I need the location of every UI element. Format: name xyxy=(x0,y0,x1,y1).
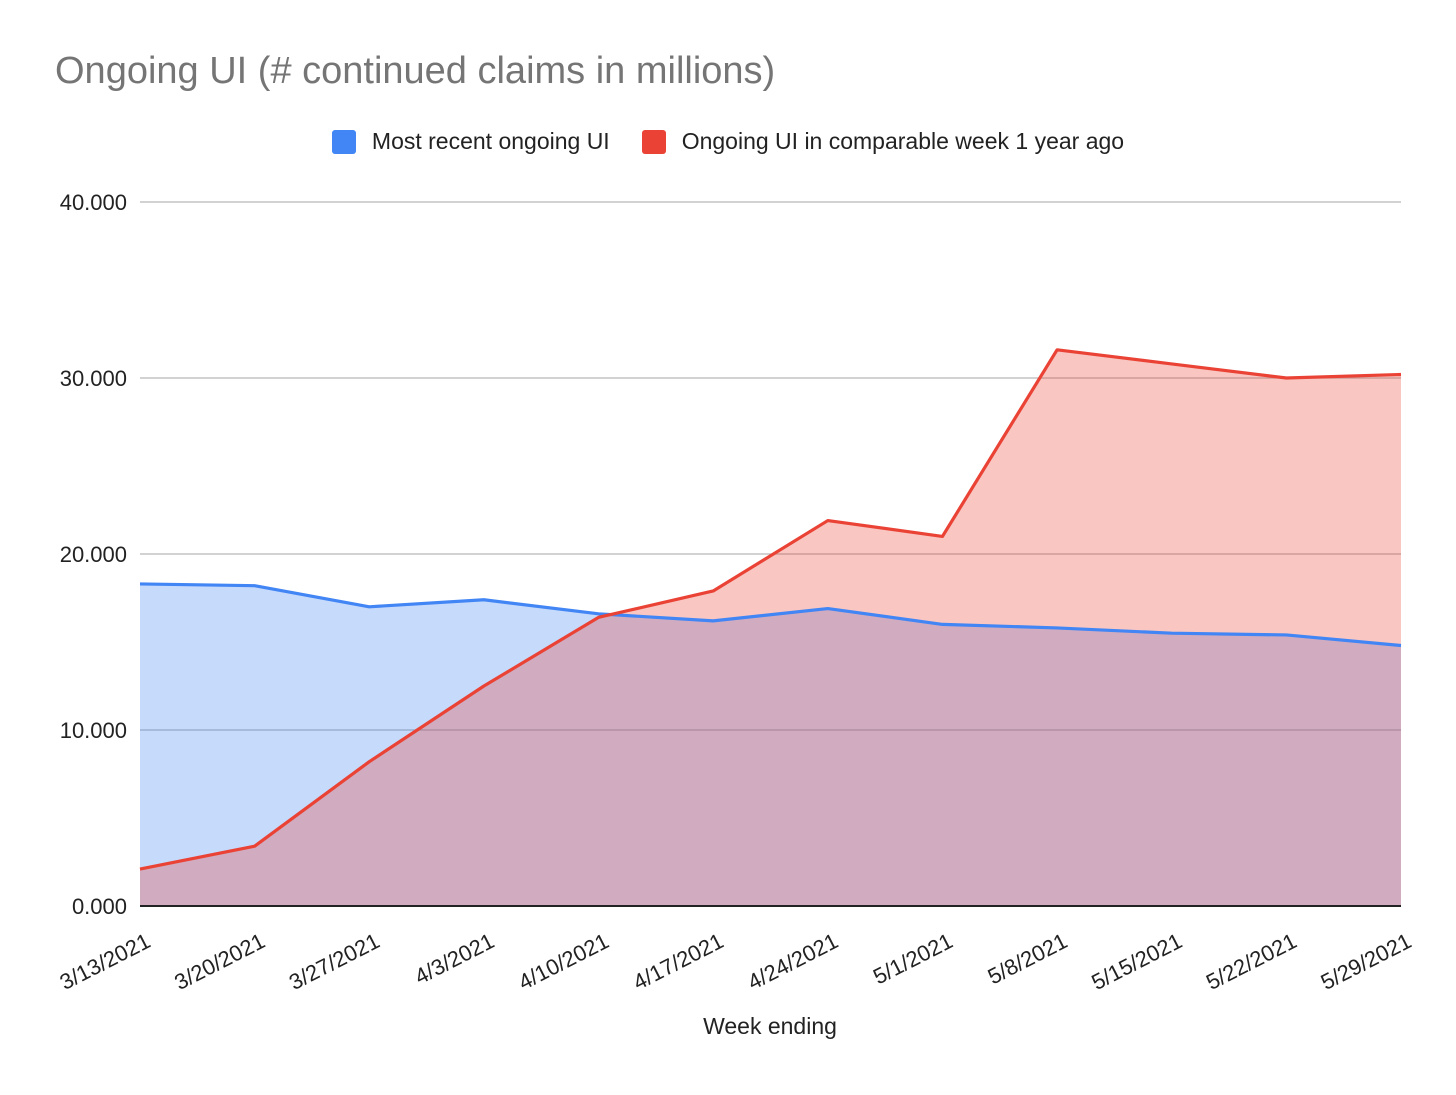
legend: Most recent ongoing UI Ongoing UI in com… xyxy=(0,128,1456,155)
legend-item-recent: Most recent ongoing UI xyxy=(331,128,610,155)
legend-label-year-ago: Ongoing UI in comparable week 1 year ago xyxy=(681,128,1125,154)
x-tick-label: 5/22/2021 xyxy=(1202,928,1301,995)
area-fill-0 xyxy=(140,583,1401,906)
series-line-1 xyxy=(139,348,1402,871)
x-tick-label: 5/8/2021 xyxy=(984,928,1072,989)
x-tick-label: 5/15/2021 xyxy=(1087,928,1186,995)
y-tick-label: 0.000 xyxy=(72,894,127,919)
x-tick-label: 3/27/2021 xyxy=(285,928,384,995)
legend-swatch-year-ago xyxy=(641,129,666,154)
y-tick-label: 40.000 xyxy=(60,190,127,215)
x-tick-label: 4/3/2021 xyxy=(411,928,499,989)
x-tick-label: 3/13/2021 xyxy=(56,928,155,995)
legend-item-year-ago: Ongoing UI in comparable week 1 year ago xyxy=(641,128,1125,155)
x-axis-label: Week ending xyxy=(703,1013,837,1039)
x-tick-label: 4/10/2021 xyxy=(514,928,613,995)
x-tick-label: 4/17/2021 xyxy=(629,928,728,995)
series-line-0 xyxy=(139,582,1402,648)
x-tick-label: 3/20/2021 xyxy=(170,928,269,995)
x-tick-label: 5/29/2021 xyxy=(1317,928,1416,995)
area-fill-1 xyxy=(140,349,1401,907)
y-tick-label: 20.000 xyxy=(60,542,127,567)
chart-title: Ongoing UI (# continued claims in millio… xyxy=(55,50,776,92)
x-tick-label: 4/24/2021 xyxy=(744,928,843,995)
legend-label-recent: Most recent ongoing UI xyxy=(371,128,610,154)
y-tick-label: 30.000 xyxy=(60,366,127,391)
legend-swatch-recent xyxy=(331,129,356,154)
x-tick-label: 5/1/2021 xyxy=(869,928,957,989)
y-tick-label: 10.000 xyxy=(60,718,127,743)
